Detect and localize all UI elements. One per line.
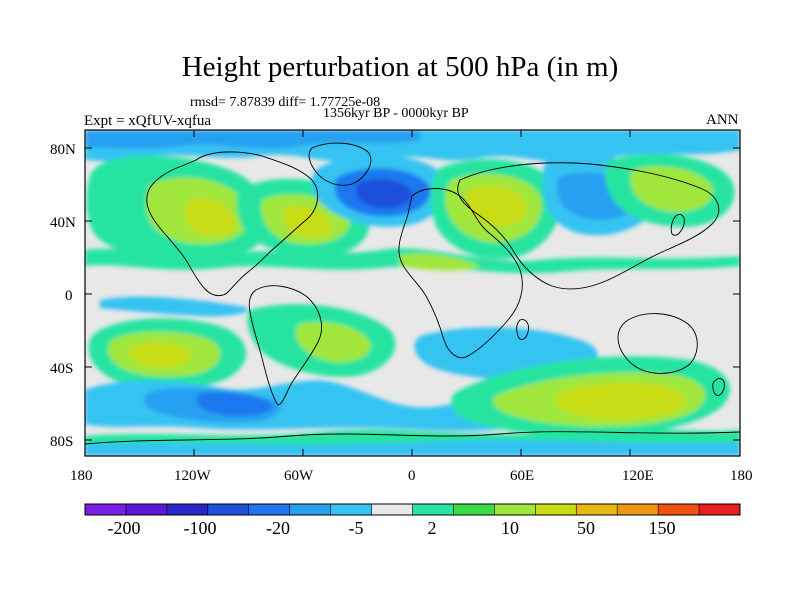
colorbar-swatch xyxy=(453,504,495,515)
colorbar-swatch xyxy=(166,504,209,515)
lon-label-120e: 120E xyxy=(622,468,654,484)
lat-label-40n: 40N xyxy=(50,215,76,231)
stats-text: rmsd= 7.87839 diff= 1.77725e-08 xyxy=(190,95,381,110)
coast-north-america xyxy=(146,151,319,297)
plot-title: Height perturbation at 500 hPa (in m) xyxy=(181,51,619,83)
colorbar-swatch xyxy=(330,504,372,515)
contour-pos-sindian-3 xyxy=(556,382,686,420)
lat-label-80n: 80N xyxy=(50,142,76,158)
axis-ticks xyxy=(85,130,740,456)
lon-label-120w: 120W xyxy=(174,468,211,484)
coast-new-zealand xyxy=(712,377,725,396)
lat-label-80s: 80S xyxy=(50,434,74,450)
colorbar-swatch xyxy=(535,504,577,515)
colorbar-label-150: 150 xyxy=(648,518,676,538)
coast-madagascar xyxy=(516,319,529,340)
contour-pos-spac-3 xyxy=(130,342,191,368)
colorbar-swatch xyxy=(85,504,127,515)
coast-europe-africa xyxy=(398,188,523,359)
coast-australia xyxy=(617,313,698,374)
colorbar xyxy=(84,503,741,516)
colorbar-label-neg20: -20 xyxy=(266,518,290,538)
colorbar-swatch xyxy=(248,504,290,515)
contour-antarctic-edge-2 xyxy=(85,440,740,456)
coastlines xyxy=(85,142,740,445)
season-text: ANN xyxy=(706,112,739,128)
colorbar-swatch xyxy=(699,504,741,515)
coast-antarctica xyxy=(85,431,740,445)
lon-label-60e: 60E xyxy=(510,468,535,484)
contour-pos-npacific-3 xyxy=(184,198,236,237)
coast-greenland xyxy=(308,142,372,186)
contour-field xyxy=(85,130,740,456)
lon-label-180w: 180 xyxy=(70,468,93,484)
experiment-text: Expt = xQfUV-xqfua xyxy=(84,113,212,129)
lat-label-0: 0 xyxy=(65,288,73,304)
lon-label-180e: 180 xyxy=(730,468,753,484)
colorbar-swatch xyxy=(494,504,536,515)
colorbar-swatch xyxy=(371,504,413,515)
colorbar-label-neg100: -100 xyxy=(183,518,217,538)
coast-south-america xyxy=(248,285,322,406)
colorbar-label-10: 10 xyxy=(501,518,519,538)
contour-neg-south-3 xyxy=(196,391,273,416)
colorbar-swatch xyxy=(125,504,168,515)
contour-neg-natl-3 xyxy=(356,179,413,208)
colorbar-label-neg5: -5 xyxy=(348,518,364,538)
colorbar-label-50: 50 xyxy=(577,518,595,538)
lon-label-60w: 60W xyxy=(284,468,314,484)
colorbar-swatch xyxy=(617,504,659,515)
coast-asia xyxy=(457,162,720,290)
coast-japan xyxy=(670,213,685,236)
lat-label-40s: 40S xyxy=(50,361,74,377)
contour-pos-eurasia-3 xyxy=(466,185,527,227)
lon-label-0: 0 xyxy=(408,468,416,484)
contour-neg-arctic-inner xyxy=(85,130,420,149)
colorbar-swatch xyxy=(289,504,331,515)
colorbar-swatch xyxy=(576,504,618,515)
contour-neg-tropics xyxy=(100,296,248,317)
colorbar-label-neg200: -200 xyxy=(107,518,141,538)
contour-pos-nepac-2 xyxy=(630,166,714,212)
colorbar-swatch xyxy=(658,504,700,515)
colorbar-swatch xyxy=(207,504,250,515)
contour-pos-samerica-2 xyxy=(296,322,371,363)
contour-pos-tropics-2 xyxy=(400,253,480,271)
colorbar-swatch xyxy=(412,504,454,515)
colorbar-label-2: 2 xyxy=(427,518,437,538)
period-text: 1356kyr BP - 0000kyr BP xyxy=(323,106,469,121)
